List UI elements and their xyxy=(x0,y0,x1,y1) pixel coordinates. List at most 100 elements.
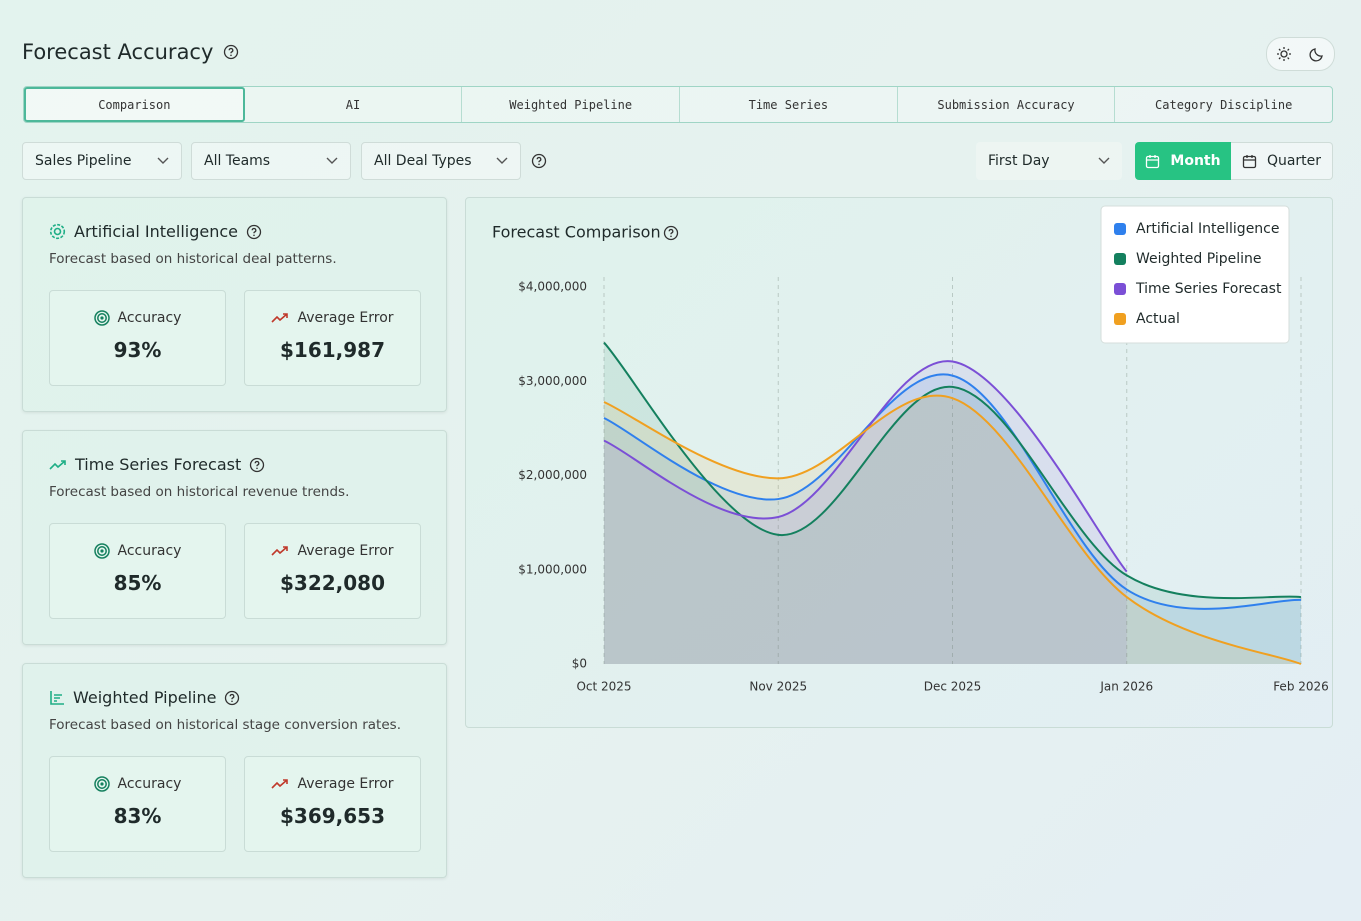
model-card: Time Series Forecast Forecast based on hi… xyxy=(22,430,447,645)
filter-dropdown[interactable]: Sales Pipeline xyxy=(22,142,182,180)
icon-part xyxy=(49,223,66,240)
filter-label: All Deal Types xyxy=(374,153,472,169)
legend-swatch xyxy=(1114,253,1126,265)
x-tick-label: Feb 2026 xyxy=(1273,680,1329,694)
light-mode-icon xyxy=(1276,46,1292,62)
tab[interactable]: Time Series xyxy=(680,87,898,122)
tab[interactable]: Category Discipline xyxy=(1155,97,1293,112)
stat-icon xyxy=(271,778,289,790)
y-tick-label: $2,000,000 xyxy=(518,468,587,482)
icon-part xyxy=(93,776,110,792)
stat-label-row: Accuracy xyxy=(50,310,225,326)
icon-part xyxy=(251,227,257,233)
page-title-row: Forecast Accuracy xyxy=(22,40,239,64)
model-card: Artificial Intelligence Forecast based on… xyxy=(22,197,447,412)
theme-toggle[interactable] xyxy=(1266,37,1335,71)
stat-label-row: Average Error xyxy=(245,543,420,559)
stat-box: Average Error $322,080 xyxy=(244,523,421,619)
icon-part xyxy=(246,224,262,239)
icon-part xyxy=(231,700,234,702)
x-tick-label: Jan 2026 xyxy=(1099,680,1153,694)
date-anchor-dropdown[interactable]: First Day xyxy=(976,142,1122,180)
tab[interactable]: Submission Accuracy xyxy=(898,87,1116,122)
icon-part xyxy=(96,779,107,789)
icon-part xyxy=(49,223,66,240)
tab[interactable]: Comparison xyxy=(24,87,245,122)
help-icon xyxy=(223,44,239,60)
filter-label: Sales Pipeline xyxy=(35,153,132,169)
icon-part xyxy=(1242,155,1257,168)
help-icon xyxy=(246,224,262,240)
icon-part xyxy=(49,459,66,470)
stat-box: Accuracy 83% xyxy=(49,756,226,852)
icon-part xyxy=(1276,47,1291,61)
card-title-row: Artificial Intelligence xyxy=(49,222,262,241)
icon-part xyxy=(50,690,64,705)
icon-part xyxy=(536,156,542,163)
icon-part xyxy=(230,54,233,57)
chevron xyxy=(1098,157,1110,165)
card-icon xyxy=(49,690,65,706)
series-area xyxy=(604,342,1301,664)
icon-part xyxy=(496,157,508,164)
stat-icon xyxy=(271,545,289,557)
stat-box: Accuracy 93% xyxy=(49,290,226,386)
icon-part xyxy=(246,224,262,239)
chevron xyxy=(157,157,169,165)
icon-part xyxy=(1309,48,1324,62)
card-title: Weighted Pipeline xyxy=(73,688,217,707)
icon-part xyxy=(93,776,110,792)
quarter-button[interactable]: Quarter xyxy=(1231,142,1333,180)
x-tick-label: Dec 2025 xyxy=(924,680,982,694)
series-line xyxy=(603,360,1128,573)
icon-part xyxy=(93,310,110,326)
filter-dropdown[interactable]: All Teams xyxy=(191,142,351,180)
icon-part xyxy=(225,690,240,705)
stat-label-row: Average Error xyxy=(245,310,420,326)
page-title: Forecast Accuracy xyxy=(22,40,214,64)
card-icon xyxy=(49,459,67,471)
stat-value: $322,080 xyxy=(279,571,385,595)
icon-part xyxy=(271,779,289,789)
chart-card: Forecast Comparison $0 $1,000,000 $2,000,00… xyxy=(465,197,1333,728)
chevron xyxy=(496,157,508,165)
legend-swatch xyxy=(1114,223,1126,235)
calendar-icon xyxy=(1145,154,1160,169)
stat-label: Average Error xyxy=(297,776,394,792)
icon-part xyxy=(271,313,289,323)
month-button[interactable]: Month xyxy=(1135,142,1231,180)
card-description: Forecast based on historical deal patter… xyxy=(49,251,337,267)
stat-label-row: Accuracy xyxy=(50,776,225,792)
card-title-row: Weighted Pipeline xyxy=(49,688,240,707)
icon-part xyxy=(1242,154,1257,168)
stat-icon xyxy=(93,543,110,559)
chart-title: Forecast Comparison xyxy=(492,223,661,242)
icon-part xyxy=(225,690,240,705)
icon-part xyxy=(531,153,547,169)
stat-icon xyxy=(93,776,110,792)
tab[interactable]: Weighted Pipeline xyxy=(462,87,681,122)
help-icon xyxy=(224,690,240,706)
dark-mode-icon xyxy=(1309,46,1325,62)
icon-part xyxy=(250,457,265,472)
icon-part xyxy=(531,153,547,169)
icon-part xyxy=(1146,154,1160,168)
icon-part xyxy=(1098,157,1110,164)
icon-part xyxy=(49,459,66,470)
icon-part xyxy=(1276,47,1291,61)
series-line xyxy=(603,373,1302,610)
stat-label: Accuracy xyxy=(117,310,182,326)
card-title: Artificial Intelligence xyxy=(74,222,238,241)
icon-part xyxy=(50,690,64,705)
card-description: Forecast based on historical stage conve… xyxy=(49,717,401,733)
tab[interactable]: AI xyxy=(245,87,463,122)
filter-dropdown[interactable]: All Deal Types xyxy=(361,142,521,180)
icon-part xyxy=(326,157,338,164)
stat-value: 85% xyxy=(113,571,162,595)
help-icon xyxy=(531,153,547,169)
legend-label: Actual xyxy=(1136,311,1180,327)
series-line xyxy=(603,341,1302,600)
calendar-icon xyxy=(1242,154,1257,169)
icon-part xyxy=(93,543,110,559)
icon-part xyxy=(93,310,110,326)
